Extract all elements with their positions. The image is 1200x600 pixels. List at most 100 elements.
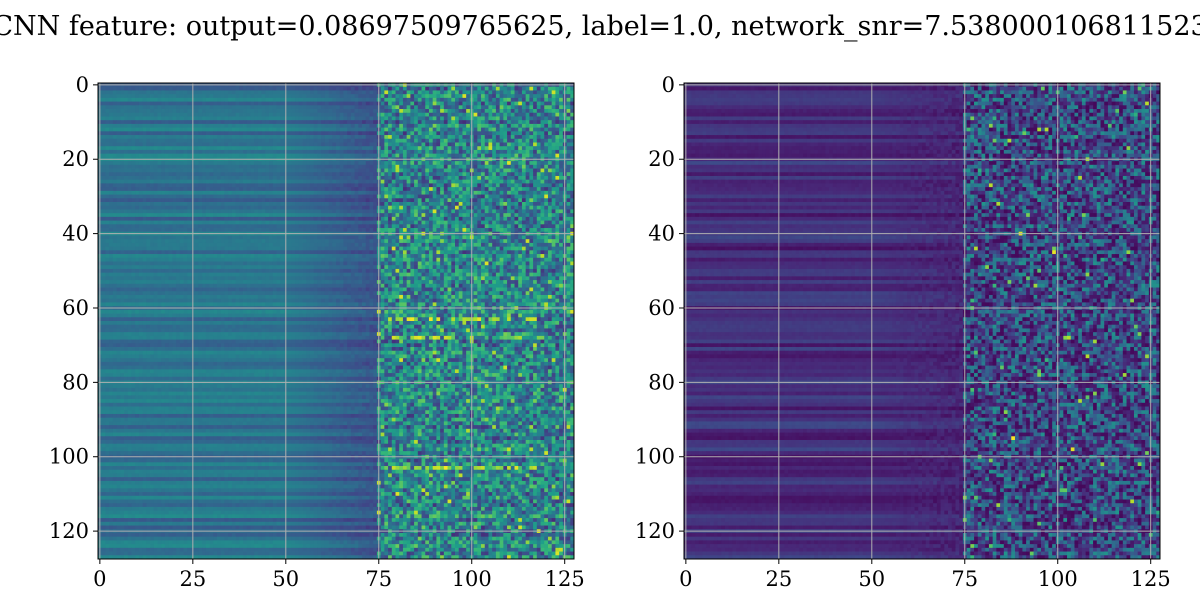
- heatmap-cell: [101, 101, 106, 106]
- heatmap-cell: [213, 112, 218, 117]
- heatmap-cell: [291, 216, 296, 221]
- heatmap-cell: [362, 90, 367, 95]
- heatmap-cell: [547, 90, 553, 95]
- heatmap-cell: [503, 112, 508, 117]
- heatmap-cell: [231, 179, 236, 184]
- heatmap-cell: [231, 187, 236, 192]
- heatmap-cell: [395, 213, 400, 218]
- heatmap-cell: [492, 142, 497, 147]
- heatmap-cell: [317, 224, 322, 229]
- heatmap-cell: [384, 168, 389, 173]
- heatmap-cell: [179, 183, 184, 188]
- heatmap-cell: [328, 94, 333, 99]
- heatmap-cell: [101, 86, 106, 91]
- heatmap-cell: [462, 101, 467, 106]
- heatmap-cell: [369, 90, 374, 95]
- heatmap-cell: [358, 198, 363, 203]
- heatmap-cell: [105, 164, 110, 169]
- heatmap-cell: [198, 172, 203, 177]
- heatmap-cell: [246, 209, 251, 214]
- heatmap-cell: [291, 190, 296, 195]
- heatmap-cell: [570, 123, 575, 129]
- heatmap-cell: [321, 220, 326, 225]
- heatmap-cell: [194, 164, 199, 169]
- heatmap-cell: [161, 97, 166, 102]
- heatmap-cell: [336, 224, 341, 229]
- heatmap-cell: [343, 90, 348, 95]
- heatmap-cell: [414, 190, 419, 195]
- heatmap-cell: [269, 94, 274, 99]
- heatmap-cell: [466, 101, 471, 106]
- heatmap-cell: [540, 138, 545, 143]
- heatmap-cell: [425, 120, 430, 125]
- heatmap-cell: [187, 205, 192, 210]
- heatmap-cell: [365, 172, 370, 177]
- heatmap-cell: [365, 202, 370, 207]
- heatmap-cell: [224, 146, 229, 151]
- heatmap-cell: [503, 194, 508, 199]
- heatmap-cell: [250, 127, 255, 132]
- heatmap-cell: [116, 161, 121, 166]
- heatmap-cell: [105, 220, 110, 225]
- heatmap-cell: [402, 216, 408, 221]
- heatmap-cell: [481, 94, 486, 99]
- heatmap-cell: [570, 164, 575, 169]
- heatmap-cell: [529, 146, 534, 151]
- heatmap-cell: [306, 94, 311, 99]
- heatmap-cell: [570, 146, 575, 151]
- heatmap-cell: [358, 216, 363, 221]
- heatmap-cell: [466, 149, 471, 155]
- heatmap-cell: [280, 146, 285, 151]
- heatmap-cell: [313, 224, 318, 229]
- heatmap-cell: [473, 146, 478, 151]
- heatmap-cell: [317, 135, 322, 140]
- heatmap-cell: [488, 109, 493, 114]
- heatmap-cell: [455, 101, 460, 106]
- heatmap-cell: [380, 138, 385, 143]
- heatmap-cell: [172, 172, 177, 177]
- heatmap-cell: [269, 172, 274, 177]
- heatmap-cell: [570, 161, 575, 166]
- heatmap-cell: [295, 175, 300, 181]
- heatmap-cell: [321, 105, 326, 110]
- heatmap-cell: [455, 187, 460, 192]
- heatmap-cell: [432, 187, 437, 192]
- heatmap-cell: [540, 86, 545, 91]
- heatmap-cell: [324, 190, 329, 195]
- heatmap-cell: [384, 202, 389, 207]
- heatmap-cell: [168, 127, 173, 132]
- heatmap-cell: [477, 94, 482, 99]
- heatmap-cell: [101, 183, 106, 188]
- heatmap-cell: [127, 213, 132, 218]
- heatmap-cell: [332, 94, 337, 99]
- heatmap-cell: [492, 209, 497, 214]
- heatmap-cell: [153, 120, 158, 125]
- heatmap-cell: [436, 172, 441, 177]
- heatmap-cell: [458, 116, 463, 121]
- heatmap-cell: [466, 161, 471, 166]
- heatmap-cell: [436, 198, 441, 203]
- heatmap-cell: [224, 183, 229, 188]
- heatmap-cell: [269, 153, 274, 158]
- heatmap-cell: [388, 138, 393, 143]
- heatmap-cell: [250, 198, 255, 203]
- heatmap-cell: [161, 94, 166, 99]
- heatmap-cell: [421, 131, 426, 136]
- heatmap-cell: [220, 123, 225, 129]
- heatmap-cell: [164, 213, 170, 218]
- heatmap-cell: [265, 220, 270, 225]
- heatmap-cell: [347, 220, 352, 225]
- heatmap-cell: [451, 146, 456, 151]
- heatmap-cell: [168, 149, 173, 155]
- heatmap-cell: [350, 138, 355, 143]
- heatmap-cell: [436, 164, 441, 169]
- heatmap-cell: [194, 168, 199, 173]
- heatmap-cell: [105, 172, 110, 177]
- heatmap-cell: [428, 142, 434, 147]
- heatmap-cell: [473, 198, 478, 203]
- heatmap-cell: [339, 116, 344, 121]
- heatmap-cell: [343, 205, 348, 210]
- heatmap-cell: [101, 205, 106, 210]
- heatmap-cell: [399, 142, 404, 147]
- heatmap-cell: [157, 120, 162, 125]
